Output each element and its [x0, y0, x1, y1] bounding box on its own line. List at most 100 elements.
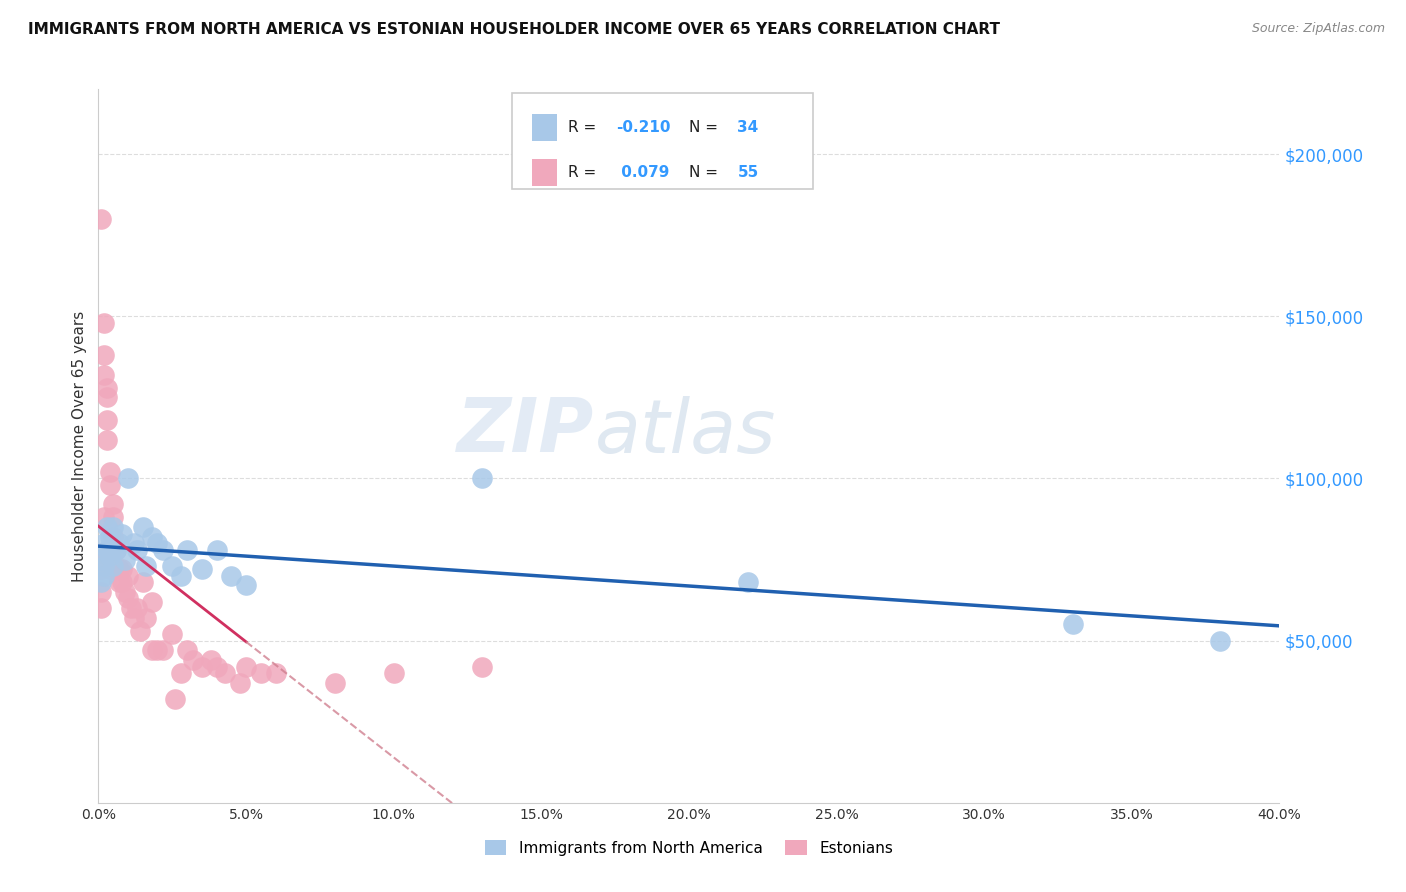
Point: [98, 562, 121, 576]
Point: [103, 497, 125, 511]
Point: [96, 381, 118, 395]
Point: [108, 562, 131, 576]
Point: [90, 562, 112, 576]
Point: [96, 413, 118, 427]
Point: [135, 559, 157, 574]
Point: [122, 536, 145, 550]
Point: [125, 601, 148, 615]
Point: [162, 627, 183, 641]
Point: [471, 659, 494, 673]
Point: [93, 510, 115, 524]
Y-axis label: Householder Income Over 65 years: Householder Income Over 65 years: [72, 310, 87, 582]
Point: [108, 536, 131, 550]
Point: [382, 666, 405, 681]
Point: [114, 585, 136, 599]
Point: [176, 643, 198, 657]
Point: [93, 559, 115, 574]
Point: [93, 536, 115, 550]
Point: [98, 530, 121, 544]
Point: [141, 643, 163, 657]
Text: N =: N =: [689, 120, 723, 135]
Point: [162, 559, 183, 574]
Point: [90, 575, 112, 590]
Point: [737, 575, 759, 590]
Point: [191, 659, 214, 673]
Point: [221, 568, 243, 582]
Text: atlas: atlas: [595, 396, 776, 467]
Point: [111, 575, 134, 590]
Point: [96, 542, 118, 557]
Point: [235, 659, 257, 673]
Text: R =: R =: [568, 120, 602, 135]
Point: [128, 624, 150, 638]
Point: [98, 465, 121, 479]
Point: [103, 559, 125, 574]
Point: [1062, 617, 1084, 632]
Point: [105, 542, 128, 557]
Point: [90, 211, 112, 226]
Point: [117, 471, 139, 485]
Point: [191, 562, 214, 576]
Text: Source: ZipAtlas.com: Source: ZipAtlas.com: [1251, 22, 1385, 36]
Point: [146, 643, 169, 657]
Point: [98, 542, 121, 557]
Point: [111, 562, 134, 576]
Point: [141, 595, 163, 609]
Text: 55: 55: [737, 165, 759, 179]
Point: [105, 562, 128, 576]
Text: -0.210: -0.210: [616, 120, 671, 135]
Point: [181, 653, 204, 667]
Point: [264, 666, 287, 681]
Legend: Immigrants from North America, Estonians: Immigrants from North America, Estonians: [485, 840, 893, 855]
Point: [205, 659, 228, 673]
Point: [103, 530, 125, 544]
Point: [93, 348, 115, 362]
Point: [93, 368, 115, 382]
Point: [235, 578, 257, 592]
Bar: [531, 159, 557, 186]
Point: [93, 568, 115, 582]
Point: [132, 520, 155, 534]
Point: [90, 546, 112, 560]
Point: [214, 666, 236, 681]
Text: IMMIGRANTS FROM NORTH AMERICA VS ESTONIAN HOUSEHOLDER INCOME OVER 65 YEARS CORRE: IMMIGRANTS FROM NORTH AMERICA VS ESTONIA…: [28, 22, 1000, 37]
Text: R =: R =: [568, 165, 602, 179]
Text: 0.079: 0.079: [616, 165, 669, 179]
Point: [471, 471, 494, 485]
Point: [170, 666, 193, 681]
Point: [117, 591, 139, 606]
Point: [103, 510, 125, 524]
Point: [117, 568, 139, 582]
Point: [152, 542, 174, 557]
Point: [98, 549, 121, 564]
Point: [114, 552, 136, 566]
Point: [93, 316, 115, 330]
Point: [125, 542, 148, 557]
Point: [108, 575, 131, 590]
Point: [103, 520, 125, 534]
Point: [229, 675, 252, 690]
Point: [132, 575, 155, 590]
Point: [105, 542, 128, 557]
Point: [122, 611, 145, 625]
Point: [141, 530, 163, 544]
Point: [200, 653, 222, 667]
Text: N =: N =: [689, 165, 723, 179]
Text: 34: 34: [737, 120, 759, 135]
Point: [1209, 633, 1232, 648]
Point: [146, 536, 169, 550]
Point: [120, 601, 142, 615]
Point: [205, 542, 228, 557]
Point: [135, 611, 157, 625]
FancyBboxPatch shape: [512, 93, 813, 189]
Point: [152, 643, 174, 657]
Point: [165, 692, 187, 706]
Point: [90, 601, 112, 615]
Point: [323, 675, 346, 690]
Point: [96, 390, 118, 404]
Text: ZIP: ZIP: [457, 395, 595, 468]
Point: [90, 585, 112, 599]
Point: [170, 568, 193, 582]
Point: [90, 552, 112, 566]
Point: [176, 542, 198, 557]
